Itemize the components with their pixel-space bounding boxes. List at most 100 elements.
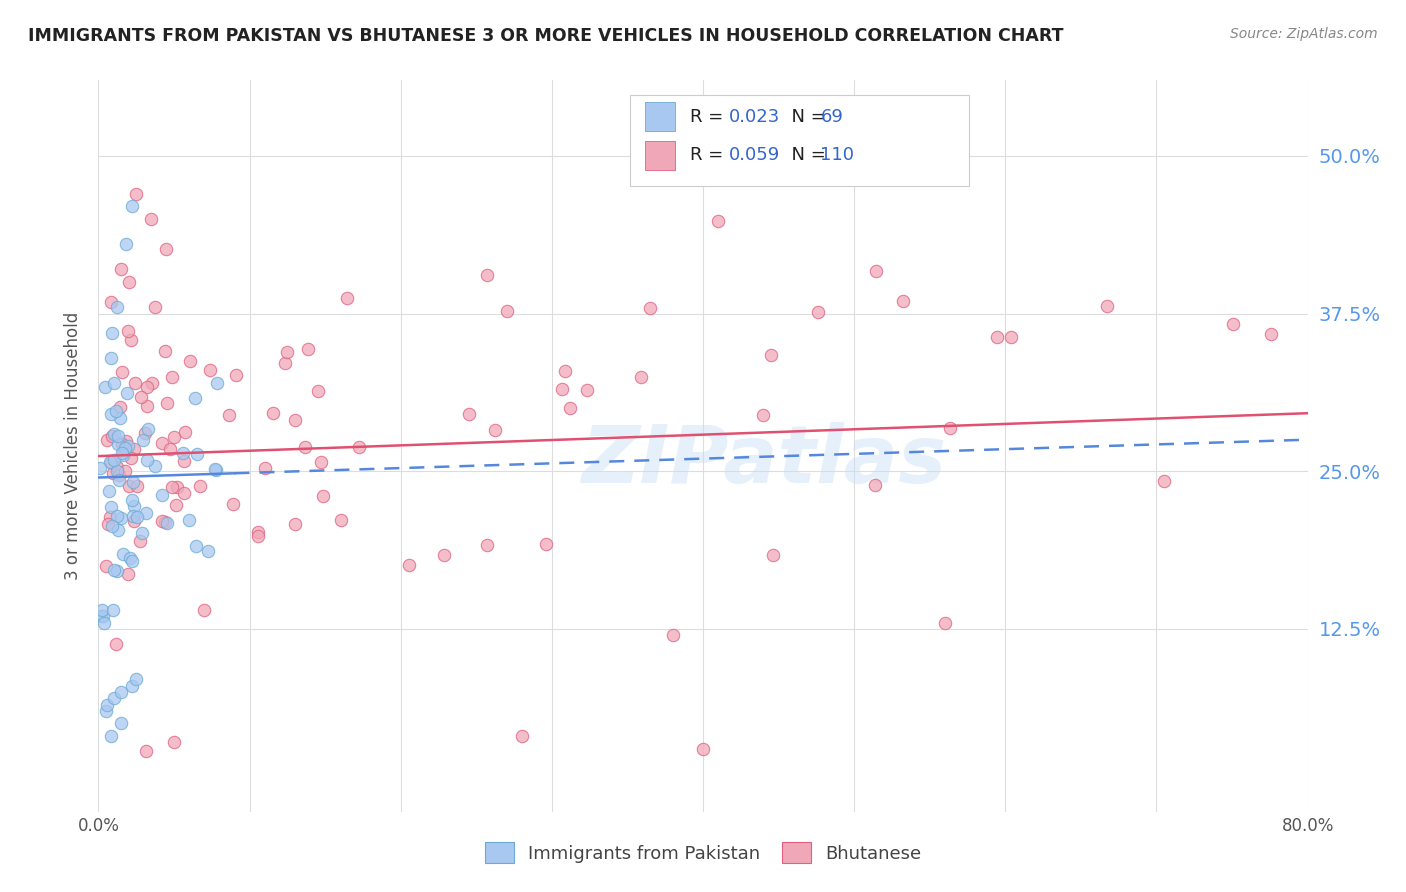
Point (174, 425, 197, 440)
Point (347, 441, 370, 455)
Point (124, 376, 146, 390)
Point (103, 453, 125, 467)
Point (98, 454, 121, 468)
Point (863, 478, 886, 492)
Point (111, 448, 134, 462)
Point (96, 559, 118, 574)
Point (197, 544, 219, 558)
Text: 0.023: 0.023 (728, 108, 780, 126)
Point (105, 300, 128, 314)
Point (1097, 299, 1119, 313)
Point (93, 615, 115, 630)
Point (122, 514, 145, 528)
Point (156, 396, 179, 410)
Point (246, 529, 269, 543)
Point (477, 268, 499, 282)
Point (110, 685, 132, 699)
Point (121, 679, 143, 693)
Point (554, 364, 576, 378)
Text: IMMIGRANTS FROM PAKISTAN VS BHUTANESE 3 OR MORE VEHICLES IN HOUSEHOLD CORRELATIO: IMMIGRANTS FROM PAKISTAN VS BHUTANESE 3 … (28, 27, 1063, 45)
Point (107, 524, 129, 538)
Point (939, 421, 962, 435)
Point (105, 404, 128, 418)
Bar (645, 103, 675, 131)
Point (135, 506, 157, 520)
Point (104, 637, 127, 651)
Point (105, 508, 128, 523)
Point (294, 440, 316, 454)
Point (330, 512, 353, 526)
Point (120, 451, 142, 466)
Point (276, 345, 298, 359)
Point (198, 363, 221, 377)
Point (891, 293, 914, 308)
Point (129, 390, 152, 404)
Point (692, 741, 714, 756)
Point (91, 603, 114, 617)
Point (110, 262, 132, 277)
Point (100, 351, 122, 365)
Point (188, 479, 211, 493)
Point (184, 392, 207, 406)
Point (125, 186, 148, 201)
Point (135, 399, 157, 413)
Point (484, 423, 506, 437)
Point (93, 380, 115, 394)
Point (762, 548, 785, 562)
Point (101, 519, 124, 533)
Point (98, 509, 121, 524)
Point (166, 480, 188, 494)
Point (128, 534, 150, 549)
Point (752, 408, 775, 422)
Point (246, 524, 269, 539)
Point (432, 548, 454, 562)
Text: 0.059: 0.059 (728, 146, 780, 164)
Point (477, 538, 499, 552)
Point (661, 628, 683, 642)
Point (136, 422, 159, 436)
Point (155, 344, 177, 359)
Point (205, 463, 228, 477)
Point (143, 300, 166, 314)
Point (114, 237, 136, 252)
Point (336, 291, 359, 305)
Point (121, 553, 143, 567)
Point (96, 698, 118, 712)
Point (284, 517, 307, 532)
Point (155, 242, 177, 256)
Point (205, 376, 228, 390)
Point (121, 199, 143, 213)
Point (162, 369, 184, 384)
Point (398, 558, 420, 573)
Point (100, 295, 122, 310)
Point (117, 439, 139, 453)
Point (118, 479, 141, 493)
Point (110, 511, 132, 525)
Point (103, 426, 125, 441)
Point (132, 433, 155, 447)
Point (1153, 474, 1175, 488)
Point (193, 603, 215, 617)
Point (309, 455, 332, 469)
Point (101, 326, 124, 340)
Point (94, 704, 117, 718)
Point (96, 434, 118, 448)
Point (91, 609, 114, 624)
Text: R =: R = (690, 146, 728, 164)
Point (222, 497, 245, 511)
Point (122, 442, 145, 456)
Point (118, 275, 141, 289)
Point (90, 609, 112, 624)
Legend: Immigrants from Pakistan, Bhutanese: Immigrants from Pakistan, Bhutanese (479, 837, 927, 869)
Point (165, 498, 187, 512)
Point (114, 464, 136, 478)
Point (101, 429, 124, 443)
Point (551, 382, 574, 396)
Point (177, 512, 200, 526)
Point (934, 615, 956, 630)
Point (115, 434, 138, 448)
Point (107, 429, 129, 443)
Point (156, 516, 179, 530)
Point (107, 437, 129, 451)
Point (986, 330, 1008, 344)
